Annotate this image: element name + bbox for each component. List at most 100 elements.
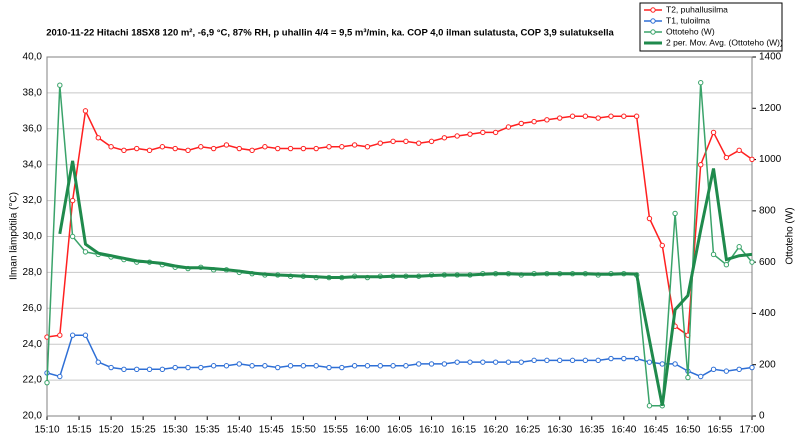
x-tick-label: 16:20 (483, 425, 508, 436)
data-point (646, 215, 653, 222)
data-point (313, 145, 319, 152)
data-point (198, 144, 204, 150)
data-point (544, 357, 550, 364)
data-point (416, 140, 422, 146)
data-point (339, 364, 345, 371)
plot-border (46, 56, 753, 417)
x-tick-label: 15:25 (131, 425, 156, 436)
data-point (172, 145, 178, 152)
y2-axis-label: Ottoteho (W) (785, 207, 796, 264)
data-point (416, 361, 422, 367)
x-tick-label: 16:25 (515, 425, 540, 436)
data-point (698, 79, 704, 86)
data-point (57, 332, 63, 338)
data-point (364, 363, 371, 369)
data-point (377, 140, 383, 146)
data-point (480, 359, 486, 365)
data-point (44, 379, 50, 386)
data-point (95, 135, 101, 141)
series-line (58, 160, 753, 406)
data-point (300, 363, 307, 369)
data-point (659, 242, 665, 249)
data-point (210, 145, 217, 152)
data-point (351, 142, 358, 148)
y-axis-label: Ilman lämpötila (°C) (9, 192, 20, 280)
data-point (633, 355, 640, 362)
data-point (275, 145, 281, 152)
data-point (480, 129, 486, 136)
data-point (108, 364, 114, 371)
x-tick-label: 16:05 (387, 425, 412, 436)
data-point (569, 113, 576, 119)
chart-title: 2010-11-22 Hitachi 18SX8 120 m², -6,9 °C… (46, 28, 614, 39)
data-point (736, 244, 742, 250)
x-tick-label: 16:30 (547, 425, 572, 436)
data-point (428, 361, 435, 367)
data-point (698, 162, 704, 168)
data-point (749, 364, 755, 371)
data-point (223, 363, 230, 369)
data-point (82, 332, 89, 338)
data-point (544, 117, 550, 123)
y-tick-label: 26,0 (23, 303, 43, 314)
data-point (557, 357, 563, 364)
data-point (210, 363, 217, 369)
data-point (505, 124, 512, 130)
data-point (608, 113, 614, 119)
data-point (249, 363, 255, 369)
legend-label: T1, tuloilma (666, 15, 710, 25)
data-point (492, 359, 499, 365)
x-tick-label: 16:15 (451, 425, 476, 436)
x-tick-label: 15:15 (67, 425, 92, 436)
data-point (608, 355, 614, 362)
y2-tick-label: 1000 (759, 154, 782, 165)
y2-tick-label: 600 (759, 257, 776, 268)
x-tick-label: 16:35 (579, 425, 604, 436)
data-point (185, 147, 191, 154)
data-point (428, 138, 435, 145)
y2-tick-label: 0 (759, 411, 765, 422)
data-point (621, 355, 627, 362)
x-tick-label: 15:50 (291, 425, 316, 436)
legend-marker (650, 7, 656, 13)
data-point (377, 363, 383, 369)
data-point (69, 197, 76, 204)
y2-tick-label: 1400 (759, 52, 782, 63)
data-point (698, 373, 704, 380)
data-point (454, 133, 460, 139)
y-tick-label: 32,0 (23, 195, 43, 206)
data-point (262, 363, 268, 369)
y-tick-label: 20,0 (23, 411, 43, 422)
data-point (313, 363, 319, 369)
data-point (569, 357, 576, 364)
x-tick-label: 15:55 (323, 425, 348, 436)
data-point (262, 144, 268, 150)
data-point (441, 135, 448, 141)
y2-tick-label: 400 (759, 308, 776, 319)
data-point (685, 374, 691, 381)
data-point (364, 144, 371, 150)
data-point (492, 129, 499, 136)
data-point (672, 361, 678, 367)
x-tick-label: 16:55 (707, 425, 732, 436)
x-tick-label: 16:45 (643, 425, 668, 436)
x-tick-label: 15:40 (227, 425, 252, 436)
y-tick-label: 38,0 (23, 88, 43, 99)
legend-marker (650, 29, 656, 35)
data-point (736, 366, 742, 373)
data-point (121, 366, 127, 373)
data-point (749, 156, 755, 163)
data-point (595, 115, 601, 121)
data-point (351, 363, 358, 369)
legend-marker (650, 18, 656, 24)
x-tick-label: 15:35 (195, 425, 220, 436)
data-point (672, 210, 678, 217)
data-point (454, 359, 460, 365)
data-point (595, 357, 601, 364)
data-point (723, 368, 730, 374)
y-tick-label: 36,0 (23, 123, 43, 134)
data-point (108, 144, 114, 150)
data-point (403, 363, 409, 369)
data-point (710, 366, 717, 373)
